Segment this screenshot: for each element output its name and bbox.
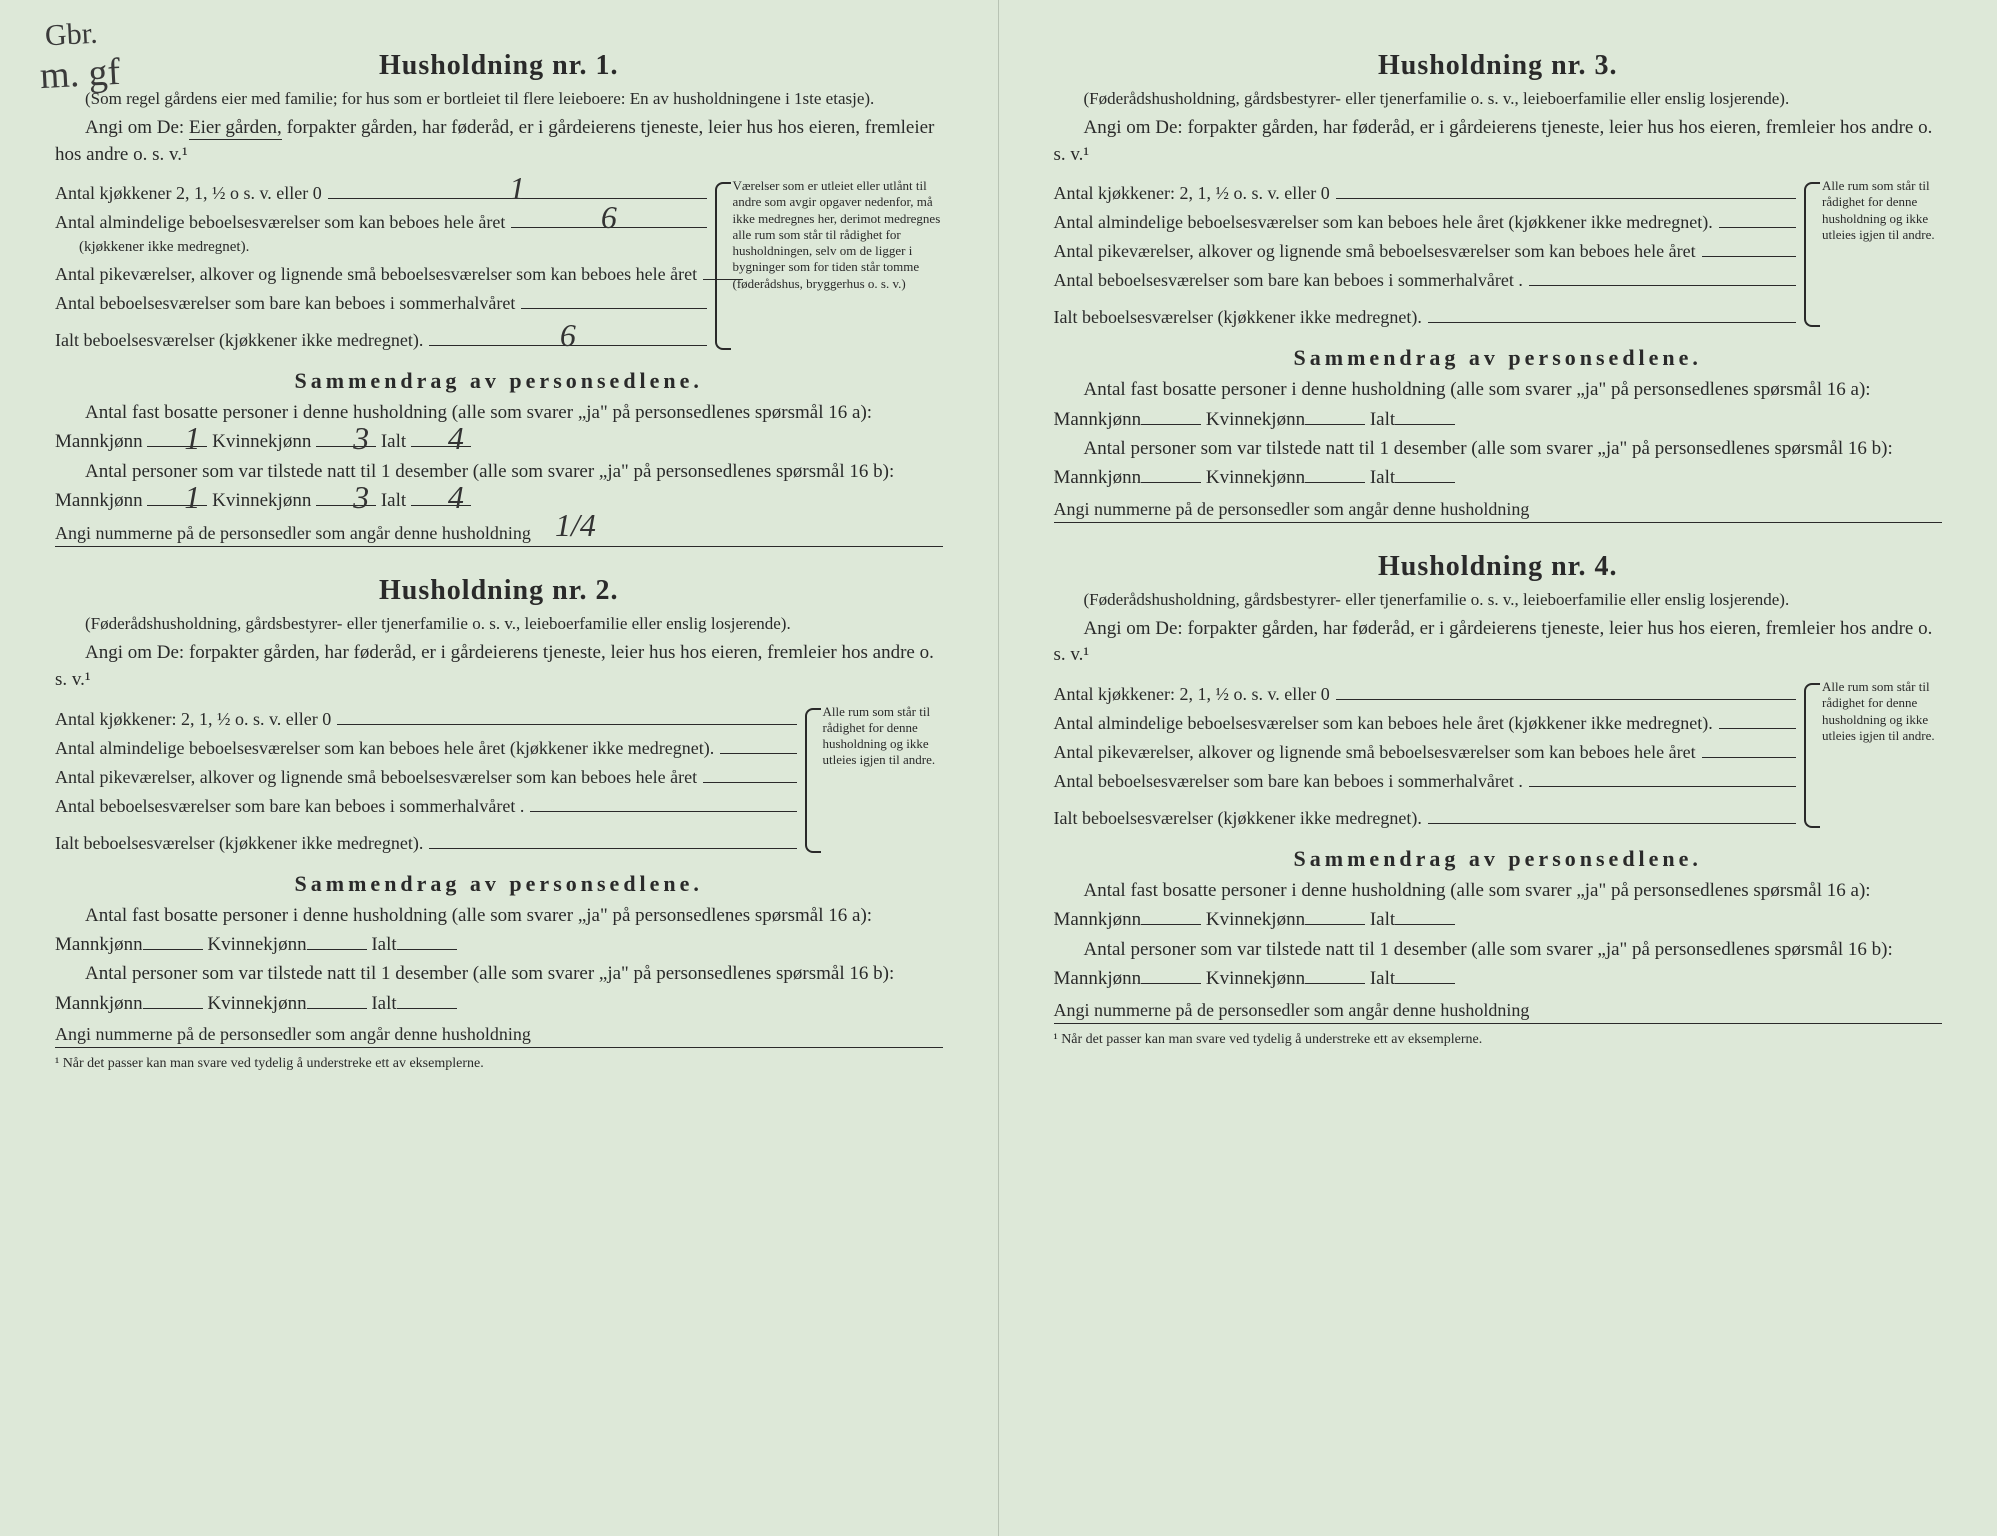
h4-sd-p2: Antal personer som var tilstede natt til… bbox=[1054, 935, 1943, 994]
h1-bracket: Værelser som er utleiet eller utlånt til… bbox=[715, 178, 943, 354]
h1-angi-num: Angi nummerne på de personsedler som ang… bbox=[55, 521, 943, 547]
h4-title: Husholdning nr. 4. bbox=[1054, 551, 1943, 583]
household-4: Husholdning nr. 4. (Føderådshusholdning,… bbox=[1054, 551, 1943, 1048]
r1-l5: Ialt beboelsesværelser (kjøkkener ikke m… bbox=[55, 327, 423, 354]
r2-l3: Antal pikeværelser, alkover og lignende … bbox=[55, 764, 697, 791]
handwriting-2: m. gf bbox=[39, 50, 121, 98]
r2-l1: Antal kjøkkener: 2, 1, ½ o. s. v. eller … bbox=[55, 706, 331, 733]
r4-l5: Ialt beboelsesværelser (kjøkkener ikke m… bbox=[1054, 805, 1422, 832]
h3-sd-title: Sammendrag av personsedlene. bbox=[1054, 345, 1943, 371]
r2-l2: Antal almindelige beboelsesværelser som … bbox=[55, 735, 714, 762]
r1-l1: Antal kjøkkener 2, 1, ½ o s. v. eller 0 bbox=[55, 180, 322, 207]
h3-angi: Angi om De: forpakter gården, har føderå… bbox=[1054, 115, 1943, 168]
footnote-right: ¹ Når det passer kan man svare ved tydel… bbox=[1054, 1032, 1943, 1048]
h2-angi: Angi om De: forpakter gården, har føderå… bbox=[55, 640, 943, 693]
h1-sd-p1: Antal fast bosatte personer i denne hush… bbox=[55, 398, 943, 457]
h1-rooms: Antal kjøkkener 2, 1, ½ o s. v. eller 0 1… bbox=[55, 178, 943, 354]
h2-angi-num: Angi nummerne på de personsedler som ang… bbox=[55, 1024, 943, 1048]
r3-l4: Antal beboelsesværelser som bare kan beb… bbox=[1054, 267, 1523, 294]
r1-l3: Antal pikeværelser, alkover og lignende … bbox=[55, 261, 697, 288]
h1-subtext: (Som regel gårdens eier med familie; for… bbox=[55, 88, 943, 111]
r3-l3: Antal pikeværelser, alkover og lignende … bbox=[1054, 238, 1696, 265]
h3-rooms: Antal kjøkkener: 2, 1, ½ o. s. v. eller … bbox=[1054, 178, 1943, 331]
h4-angi: Angi om De: forpakter gården, har føderå… bbox=[1054, 616, 1943, 669]
h1-sd-title: Sammendrag av personsedlene. bbox=[55, 368, 943, 394]
r3-l5: Ialt beboelsesværelser (kjøkkener ikke m… bbox=[1054, 304, 1422, 331]
h2-title: Husholdning nr. 2. bbox=[55, 575, 943, 607]
r1-v4 bbox=[521, 288, 706, 309]
household-2: Husholdning nr. 2. (Føderådshusholdning,… bbox=[55, 575, 943, 1072]
h1-m1: 1 bbox=[147, 428, 207, 447]
r4-l3: Antal pikeværelser, alkover og lignende … bbox=[1054, 739, 1696, 766]
r4-l1: Antal kjøkkener: 2, 1, ½ o. s. v. eller … bbox=[1054, 681, 1330, 708]
h2-sd-p2: Antal personer som var tilstede natt til… bbox=[55, 959, 943, 1018]
h1-angi: Angi om De: Eier gården, forpakter gårde… bbox=[55, 115, 943, 168]
h1-i2: 4 bbox=[411, 487, 471, 506]
h4-bracket: Alle rum som står til rådighet for denne… bbox=[1804, 679, 1942, 832]
r1-v1: 1 bbox=[328, 178, 707, 199]
h2-rooms: Antal kjøkkener: 2, 1, ½ o. s. v. eller … bbox=[55, 704, 943, 857]
h3-bracket: Alle rum som står til rådighet for denne… bbox=[1804, 178, 1942, 331]
h3-sd-p2: Antal personer som var tilstede natt til… bbox=[1054, 434, 1943, 493]
h3-sd-p1: Antal fast bosatte personer i denne hush… bbox=[1054, 375, 1943, 434]
r4-l4: Antal beboelsesværelser som bare kan beb… bbox=[1054, 768, 1523, 795]
r2-l4: Antal beboelsesværelser som bare kan beb… bbox=[55, 793, 524, 820]
left-page: Gbr. m. gf Husholdning nr. 1. (Som regel… bbox=[0, 0, 999, 1536]
h1-num-val: 1/4 bbox=[535, 521, 615, 539]
r1-l4: Antal beboelsesværelser som bare kan beb… bbox=[55, 290, 515, 317]
h4-sd-p1: Antal fast bosatte personer i denne hush… bbox=[1054, 876, 1943, 935]
h4-sd-title: Sammendrag av personsedlene. bbox=[1054, 846, 1943, 872]
h3-subtext: (Føderådshusholdning, gårdsbestyrer- ell… bbox=[1054, 88, 1943, 111]
household-3: Husholdning nr. 3. (Føderådshusholdning,… bbox=[1054, 50, 1943, 523]
h4-subtext: (Føderådshusholdning, gårdsbestyrer- ell… bbox=[1054, 589, 1943, 612]
h2-bracket: Alle rum som står til rådighet for denne… bbox=[805, 704, 943, 857]
h3-angi-num: Angi nummerne på de personsedler som ang… bbox=[1054, 499, 1943, 523]
h1-i1: 4 bbox=[411, 428, 471, 447]
h2-sd-title: Sammendrag av personsedlene. bbox=[55, 871, 943, 897]
h3-title: Husholdning nr. 3. bbox=[1054, 50, 1943, 82]
r3-l1: Antal kjøkkener: 2, 1, ½ o. s. v. eller … bbox=[1054, 180, 1330, 207]
angi-underlined: Eier gården, bbox=[189, 117, 282, 140]
household-1: Husholdning nr. 1. (Som regel gårdens ei… bbox=[55, 50, 943, 547]
r3-l2: Antal almindelige beboelsesværelser som … bbox=[1054, 209, 1713, 236]
h4-rooms: Antal kjøkkener: 2, 1, ½ o. s. v. eller … bbox=[1054, 679, 1943, 832]
r1-v5: 6 bbox=[429, 325, 706, 346]
h1-title: Husholdning nr. 1. bbox=[55, 50, 943, 82]
h4-angi-num: Angi nummerne på de personsedler som ang… bbox=[1054, 1000, 1943, 1024]
footnote-left: ¹ Når det passer kan man svare ved tydel… bbox=[55, 1056, 943, 1072]
handwriting-1: Gbr. bbox=[44, 17, 98, 54]
r1-l2: Antal almindelige beboelsesværelser som … bbox=[55, 209, 505, 236]
h1-k2: 3 bbox=[316, 487, 376, 506]
h1-m2: 1 bbox=[147, 487, 207, 506]
h2-subtext: (Føderådshusholdning, gårdsbestyrer- ell… bbox=[55, 613, 943, 636]
r4-l2: Antal almindelige beboelsesværelser som … bbox=[1054, 710, 1713, 737]
r2-l5: Ialt beboelsesværelser (kjøkkener ikke m… bbox=[55, 830, 423, 857]
h2-sd-p1: Antal fast bosatte personer i denne hush… bbox=[55, 901, 943, 960]
r1-v2: 6 bbox=[511, 207, 706, 228]
angi-prefix: Angi om De: bbox=[85, 117, 189, 138]
h1-sd-p2: Antal personer som var tilstede natt til… bbox=[55, 457, 943, 516]
h1-k1: 3 bbox=[316, 428, 376, 447]
right-page: Husholdning nr. 3. (Føderådshusholdning,… bbox=[999, 0, 1997, 1536]
